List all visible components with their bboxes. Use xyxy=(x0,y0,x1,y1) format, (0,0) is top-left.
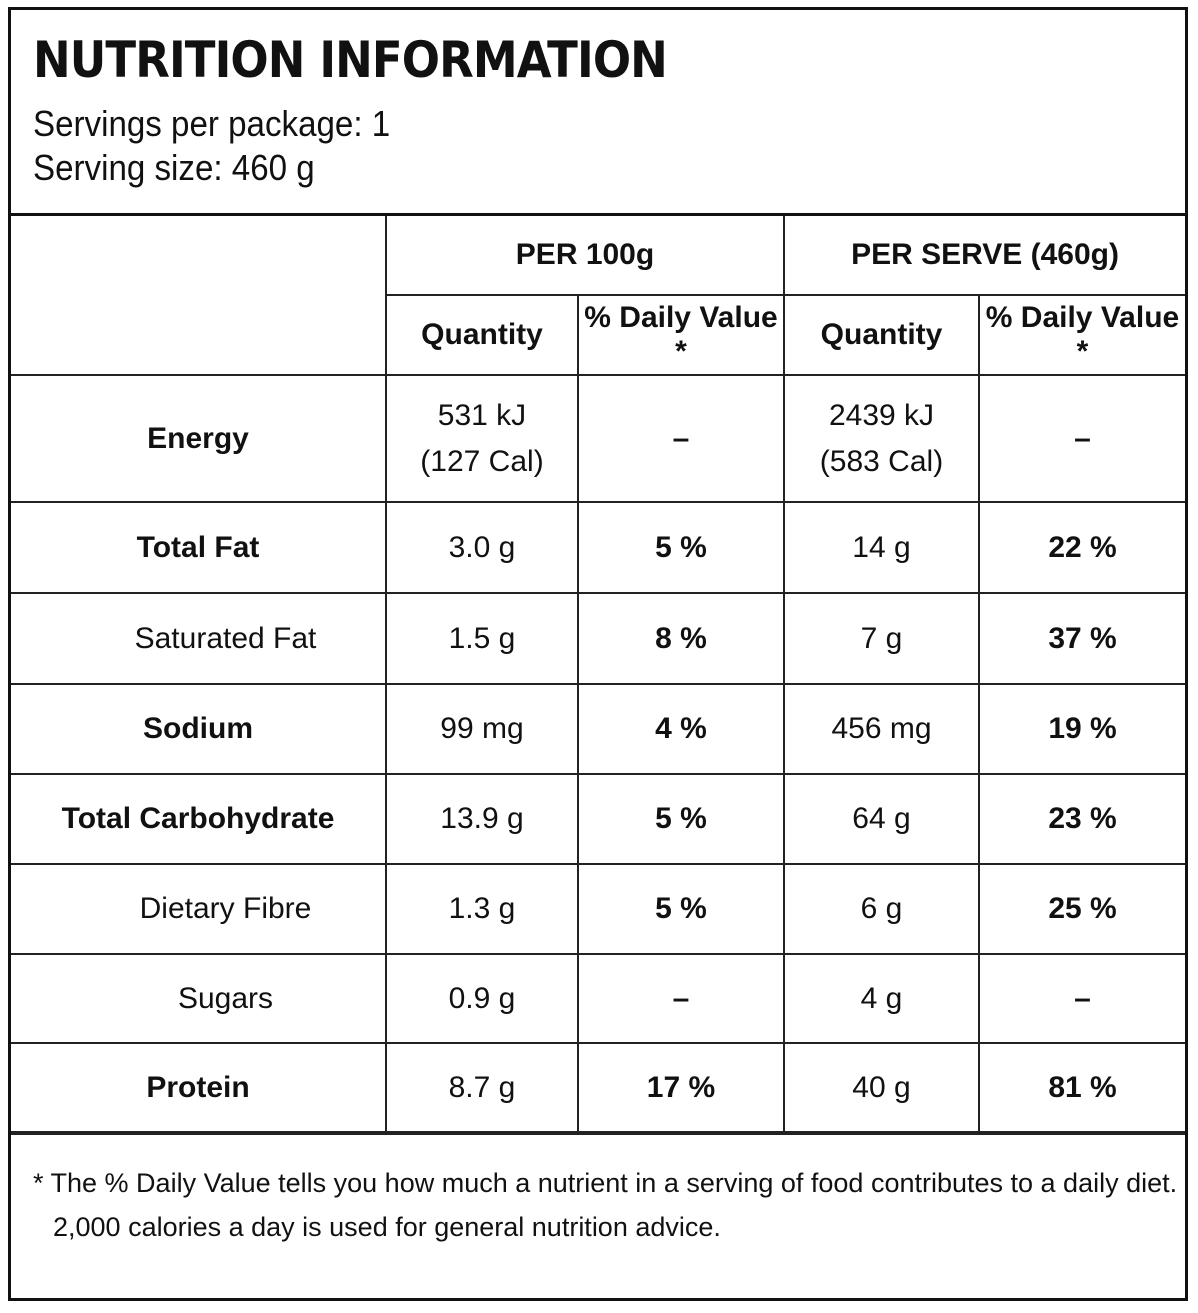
nutrient-name: Total Carbohydrate xyxy=(11,773,387,865)
nutrient-name: Dietary Fibre xyxy=(11,863,387,955)
quantity-per-serve: 14 g xyxy=(783,501,980,594)
quantity-per-serve: 64 g xyxy=(783,773,980,865)
quantity-per-serve: 6 g xyxy=(783,863,980,955)
per-serve-header: PER SERVE (460g) xyxy=(782,216,1186,296)
daily-value-per-100g: 5 % xyxy=(577,863,785,955)
table-row: Sodium 99 mg 4 % 456 mg 19 % xyxy=(11,683,1186,775)
nutrient-name: Saturated Fat xyxy=(11,592,387,685)
daily-value-per-serve: 19 % xyxy=(977,683,1186,775)
table-row: Total Fat 3.0 g 5 % 14 g 22 % xyxy=(11,501,1186,594)
serving-size: Serving size: 460 g xyxy=(33,147,315,188)
quantity-per-serve: 40 g xyxy=(783,1042,980,1133)
energy-kj-100g: 531 kJ xyxy=(437,398,527,432)
daily-value-per-100g: 8 % xyxy=(577,592,785,685)
table-row: Energy 531 kJ (127 Cal) – 2439 kJ (583 C… xyxy=(11,374,1186,503)
daily-value-per-serve: 25 % xyxy=(977,863,1186,955)
daily-value-per-100g: 4 % xyxy=(577,683,785,775)
daily-value-per-100g: 17 % xyxy=(577,1042,785,1133)
quantity-per-serve: 456 mg xyxy=(783,683,980,775)
nutrient-name: Total Fat xyxy=(11,501,387,594)
panel-title: NUTRITION INFORMATION xyxy=(33,31,668,89)
quantity-per-100g: 1.3 g xyxy=(385,863,579,955)
table-row: Sugars 0.9 g – 4 g – xyxy=(11,953,1186,1044)
nutrient-name: Protein xyxy=(11,1042,387,1133)
daily-value-per-serve: 23 % xyxy=(977,773,1186,865)
daily-value-per-serve: – xyxy=(977,374,1186,503)
quantity-per-serve: 7 g xyxy=(783,592,980,685)
nutrient-header-blank xyxy=(11,216,387,376)
quantity-per-100g: 3.0 g xyxy=(385,501,579,594)
daily-value-per-serve: 81 % xyxy=(977,1042,1186,1133)
quantity-per-serve: 2439 kJ (583 Cal) xyxy=(783,374,980,503)
table-row: Saturated Fat 1.5 g 8 % 7 g 37 % xyxy=(11,592,1186,685)
nutrient-name: Energy xyxy=(11,374,387,503)
daily-value-per-serve: – xyxy=(977,953,1186,1044)
daily-value-header-100g: % Daily Value * xyxy=(577,294,785,376)
daily-value-per-serve: 22 % xyxy=(977,501,1186,594)
quantity-header-serve: Quantity xyxy=(783,294,980,376)
daily-value-per-100g: – xyxy=(577,953,785,1044)
nutrient-name: Sodium xyxy=(11,683,387,775)
nutrient-name: Sugars xyxy=(11,953,387,1044)
quantity-per-serve: 4 g xyxy=(783,953,980,1044)
quantity-header-100g: Quantity xyxy=(386,294,579,376)
quantity-per-100g: 8.7 g xyxy=(385,1042,579,1133)
daily-value-per-serve: 37 % xyxy=(977,592,1186,685)
quantity-per-100g: 531 kJ (127 Cal) xyxy=(385,374,579,503)
nutrition-table: PER 100g PER SERVE (460g) Quantity % Dai… xyxy=(11,216,1186,1133)
sub-header-row: Quantity % Daily Value * Quantity % Dail… xyxy=(11,294,1186,376)
group-header-row: PER 100g PER SERVE (460g) xyxy=(11,216,1186,376)
footnote: * The % Daily Value tells you how much a… xyxy=(11,1133,1185,1249)
daily-value-per-100g: 5 % xyxy=(577,773,785,865)
energy-cal-100g: (127 Cal) xyxy=(420,444,544,478)
quantity-per-100g: 1.5 g xyxy=(385,592,579,685)
energy-cal-serve: (583 Cal) xyxy=(819,444,944,478)
table-row: Dietary Fibre 1.3 g 5 % 6 g 25 % xyxy=(11,863,1186,955)
quantity-per-100g: 0.9 g xyxy=(385,953,579,1044)
daily-value-per-100g: – xyxy=(577,374,785,503)
footnote-line-1: * The % Daily Value tells you how much a… xyxy=(33,1168,1178,1198)
energy-kj-serve: 2439 kJ xyxy=(828,398,935,432)
footnote-line-2: 2,000 calories a day is used for general… xyxy=(53,1212,721,1242)
nutrition-panel: NUTRITION INFORMATION Servings per packa… xyxy=(8,7,1188,1301)
quantity-per-100g: 13.9 g xyxy=(385,773,579,865)
table-row: Protein 8.7 g 17 % 40 g 81 % xyxy=(11,1042,1186,1133)
quantity-per-100g: 99 mg xyxy=(385,683,579,775)
servings-per-package: Servings per package: 1 xyxy=(33,103,391,144)
per-100g-header: PER 100g xyxy=(385,216,785,296)
panel-header: NUTRITION INFORMATION Servings per packa… xyxy=(11,10,1185,216)
table-row: Total Carbohydrate 13.9 g 5 % 64 g 23 % xyxy=(11,773,1186,865)
daily-value-per-100g: 5 % xyxy=(577,501,785,594)
daily-value-header-serve: % Daily Value * xyxy=(977,294,1186,376)
